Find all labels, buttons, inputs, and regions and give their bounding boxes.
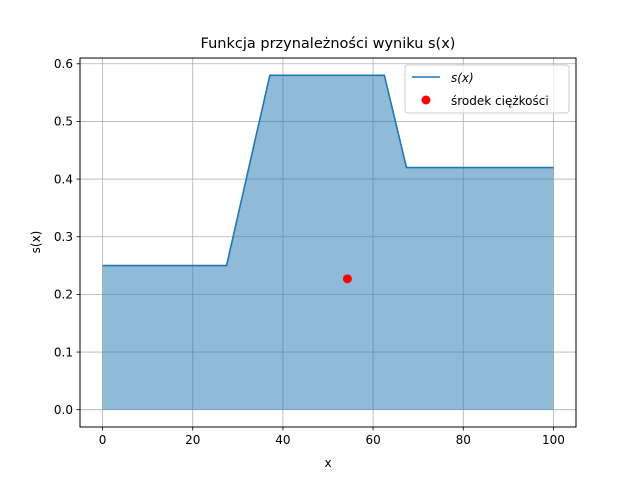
legend-entry-point: środek ciężkości: [451, 94, 549, 108]
y-tick-label: 0.5: [54, 115, 73, 129]
x-axis-ticks: 0 20 40 60 80 100: [99, 427, 565, 447]
series-area-fill: [102, 75, 554, 410]
y-tick-label: 0.6: [54, 57, 73, 71]
legend-box: [404, 64, 570, 114]
legend-entry-line: s(x): [451, 71, 474, 85]
area-fill-layer: [102, 75, 554, 410]
y-tick-label: 0.3: [54, 230, 73, 244]
y-tick-label: 0.1: [54, 345, 73, 359]
centroid-point: [342, 274, 352, 284]
plot-frame: [79, 57, 577, 428]
x-tick-label: 100: [542, 433, 565, 447]
y-tick-label: 0.0: [54, 403, 73, 417]
y-axis-label: s(x): [29, 231, 43, 254]
scatter-point-layer: [342, 274, 352, 284]
y-tick-label: 0.2: [54, 288, 73, 302]
x-tick-label: 40: [275, 433, 290, 447]
x-tick-label: 0: [99, 433, 107, 447]
legend-point-swatch: [421, 95, 431, 105]
chart-title: Funkcja przynależności wyniku s(x): [201, 36, 456, 52]
x-tick-label: 20: [185, 433, 200, 447]
y-tick-label: 0.4: [54, 172, 73, 186]
x-axis-label: x: [324, 456, 331, 470]
y-axis-ticks: 0.0 0.1 0.2 0.3 0.4 0.5 0.6: [54, 57, 80, 417]
x-tick-label: 60: [365, 433, 380, 447]
series-line-layer: [102, 74, 554, 267]
x-tick-label: 80: [456, 433, 471, 447]
legend: s(x) środek ciężkości: [404, 64, 570, 114]
series-line: [102, 74, 554, 267]
